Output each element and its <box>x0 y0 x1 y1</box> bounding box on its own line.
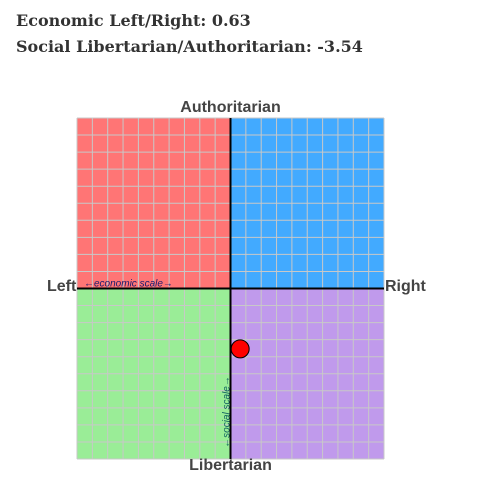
scale-label: ←social scale→ <box>222 376 233 448</box>
scale-label: ←economic scale→ <box>84 279 173 290</box>
axis-label: Authoritarian <box>180 99 280 116</box>
point <box>230 339 250 359</box>
subtitle: Social Libertarian/Authoritarian: -3.54 <box>16 37 363 56</box>
title: Economic Left/Right: 0.63 <box>16 11 251 30</box>
axis-label: Libertarian <box>189 457 272 474</box>
axis-label: Right <box>385 278 427 295</box>
axis-label: Left <box>47 278 77 295</box>
